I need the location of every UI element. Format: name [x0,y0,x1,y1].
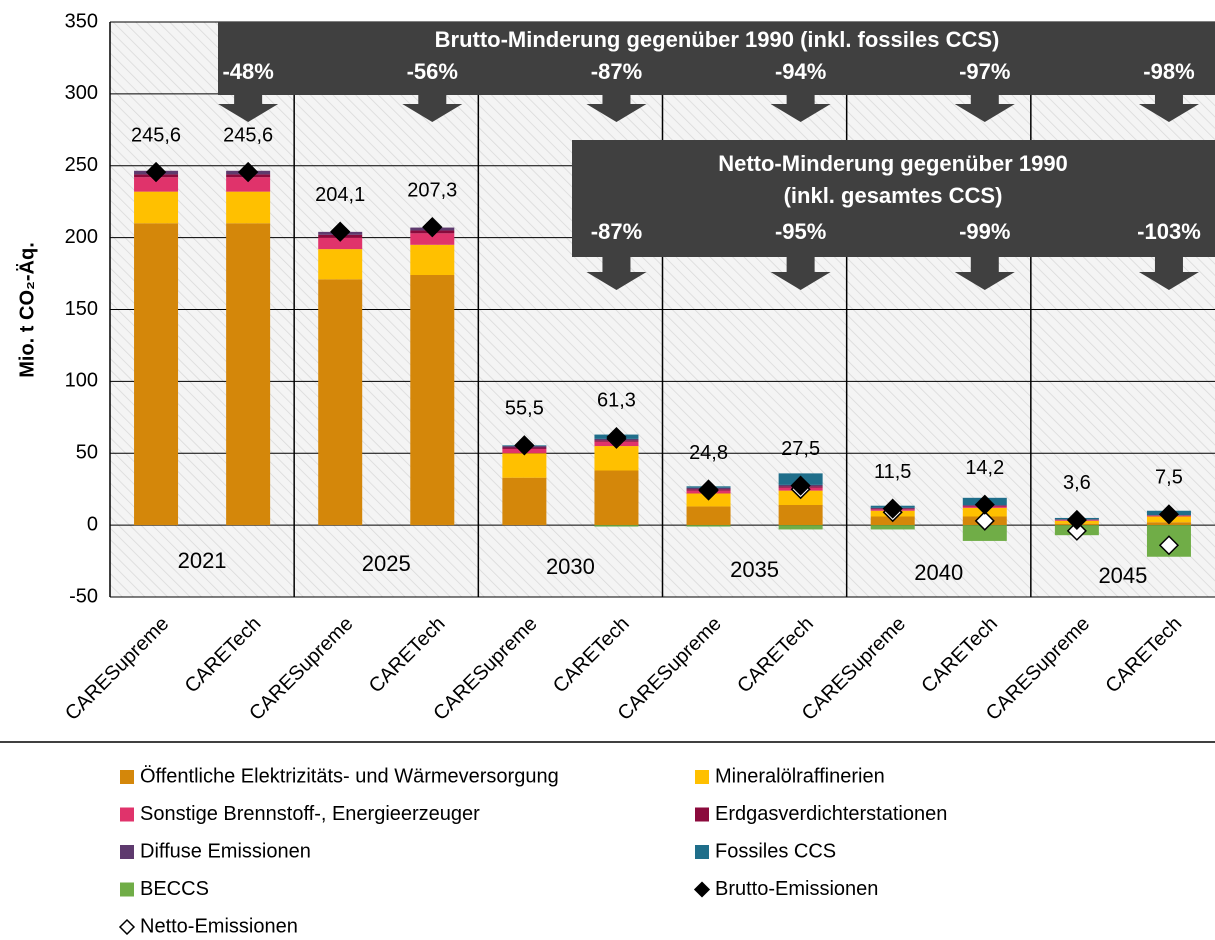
data-label: 27,5 [781,438,820,460]
annotation-value: -94% [775,59,826,84]
bar-segment [318,249,362,279]
y-tick-label: 200 [65,226,98,248]
bar-segment [502,453,546,477]
annotation-value: -87% [591,219,642,244]
data-label: 204,1 [315,184,365,206]
bar-segment [318,279,362,525]
data-label: 3,6 [1063,472,1091,494]
legend-label: Mineralölraffinerien [715,765,885,787]
legend-label: Fossiles CCS [715,840,836,862]
y-tick-label: 250 [65,154,98,176]
x-tick-label: CARETech [549,613,634,698]
y-tick-label: 50 [76,442,98,464]
data-label: 7,5 [1155,467,1183,489]
x-tick-label: CARETech [365,613,450,698]
group-label: 2040 [914,560,963,585]
annotation-value: -95% [775,219,826,244]
data-label: 245,6 [131,124,181,146]
group-label: 2025 [362,551,411,576]
x-tick-label: CARETech [733,613,818,698]
legend-label: Brutto-Emissionen [715,878,878,900]
y-tick-label: 350 [65,10,98,32]
x-tick-label: CARETech [181,613,266,698]
bar-segment [410,245,454,275]
annotation-value: -56% [407,59,458,84]
group-label: 2035 [730,557,779,582]
y-tick-label: -50 [69,585,98,607]
legend-label: Sonstige Brennstoff-, Energieerzeuger [140,803,480,825]
annotation-value: -48% [222,59,273,84]
bar-segment [779,505,823,525]
data-label: 61,3 [597,389,636,411]
y-tick-label: 0 [87,513,98,535]
legend-marker [695,883,709,897]
legend-swatch [695,845,709,859]
y-tick-label: 150 [65,298,98,320]
annotation-value: -97% [959,59,1010,84]
y-tick-label: 300 [65,82,98,104]
group-label: 2045 [1098,563,1147,588]
bar-segment [687,525,731,526]
legend-swatch [120,845,134,859]
legend-swatch [120,883,134,897]
bar-segment [134,223,178,525]
legend-label: Öffentliche Elektrizitäts- und Wärmevers… [140,765,559,787]
bar-segment [594,471,638,526]
data-label: 55,5 [505,398,544,420]
bar-segment [226,192,270,224]
legend-swatch [120,808,134,822]
annotation-value: -99% [959,219,1010,244]
legend-label: BECCS [140,878,209,900]
bar-segment [594,446,638,470]
bar-segment [134,192,178,224]
data-label: 14,2 [965,457,1004,479]
legend-label: Netto-Emissionen [140,915,298,935]
x-tick-label: CARETech [917,613,1002,698]
annotation-value: -103% [1137,219,1201,244]
data-label: 24,8 [689,442,728,464]
y-tick-label: 100 [65,370,98,392]
legend-label: Erdgasverdichterstationen [715,803,947,825]
bar-segment [410,275,454,525]
y-axis-label: Mio. t CO₂-Äq. [15,242,38,378]
legend-swatch [120,770,134,784]
legend-swatch [695,808,709,822]
legend-marker [120,920,134,934]
data-label: 207,3 [407,179,457,201]
group-label: 2030 [546,554,595,579]
annotation-title: Brutto-Minderung gegenüber 1990 (inkl. f… [435,27,1000,52]
annotation-value: -98% [1143,59,1194,84]
bar-segment [687,506,731,525]
data-label: 245,6 [223,124,273,146]
annotation-title: (inkl. gesamtes CCS) [784,183,1003,208]
annotation-title: Netto-Minderung gegenüber 1990 [718,151,1068,176]
bar-segment [594,525,638,526]
bar-segment [226,223,270,525]
bar-segment [502,478,546,525]
data-label: 11,5 [874,461,911,483]
bar-segment [871,525,915,529]
x-tick-label: CARETech [1102,613,1187,698]
bar-segment [779,525,823,529]
legend-swatch [695,770,709,784]
annotation-value: -87% [591,59,642,84]
x-tick-label: CARESupreme [61,613,173,725]
legend-label: Diffuse Emissionen [140,840,311,862]
group-label: 2021 [178,548,227,573]
